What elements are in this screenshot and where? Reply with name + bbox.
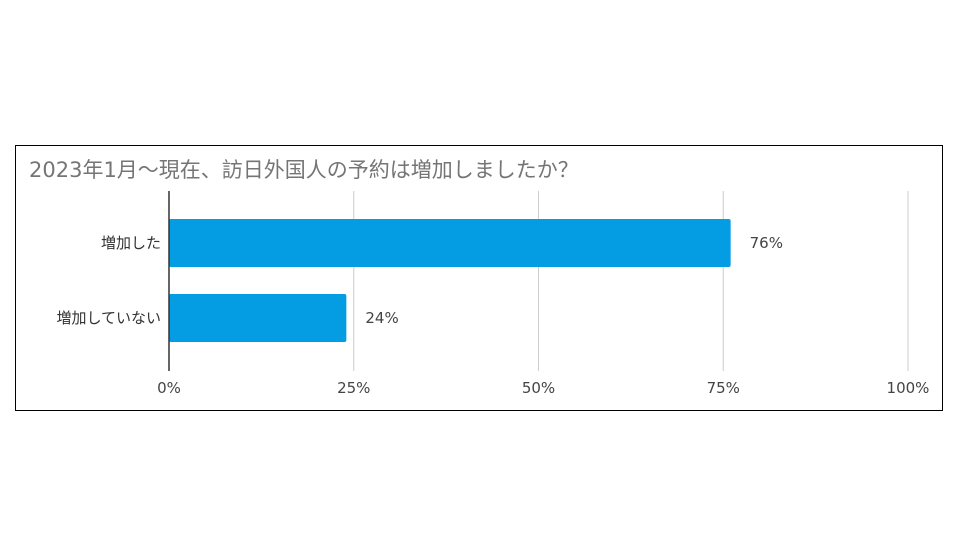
- bar-0: [169, 219, 731, 267]
- bar-chart: 76% 増加した 24% 増加していない 0% 25% 50% 75% 100%: [56, 191, 930, 397]
- x-tick-label-75: 75%: [707, 379, 740, 397]
- chart-title: 2023年1月～現在、訪日外国人の予約は増加しましたか？: [29, 158, 579, 182]
- category-label-1: 増加していない: [56, 309, 161, 327]
- bar-1: [169, 294, 347, 342]
- data-label-0: 76%: [750, 234, 783, 252]
- x-tick-label-0: 0%: [157, 379, 181, 397]
- x-tick-label-25: 25%: [337, 379, 370, 397]
- x-tick-label-100: 100%: [887, 379, 930, 397]
- category-label-0: 増加した: [101, 234, 161, 252]
- data-label-1: 24%: [365, 309, 398, 327]
- chart-frame: 2023年1月～現在、訪日外国人の予約は増加しましたか？ 76% 増加した 24% 増…: [15, 145, 943, 411]
- x-tick-label-50: 50%: [522, 379, 555, 397]
